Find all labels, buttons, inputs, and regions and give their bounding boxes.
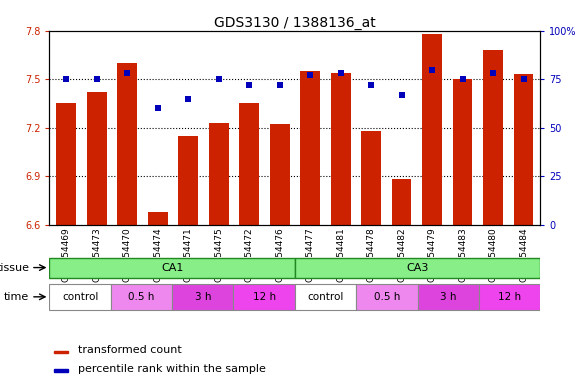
Bar [453, 79, 472, 225]
Text: CA3: CA3 [406, 263, 429, 273]
Text: 0.5 h: 0.5 h [374, 292, 400, 302]
Point [306, 72, 315, 78]
Text: 12 h: 12 h [253, 292, 276, 302]
Bar [117, 63, 137, 225]
FancyBboxPatch shape [234, 285, 295, 310]
Bar [54, 351, 68, 353]
Bar [54, 369, 68, 372]
Bar [209, 123, 228, 225]
Bar [514, 74, 533, 225]
Bar [422, 34, 442, 225]
Text: control: control [62, 292, 98, 302]
Title: GDS3130 / 1388136_at: GDS3130 / 1388136_at [214, 16, 376, 30]
Bar [56, 103, 76, 225]
Bar [331, 73, 350, 225]
FancyBboxPatch shape [479, 285, 540, 310]
Text: 3 h: 3 h [440, 292, 457, 302]
Point [245, 82, 254, 88]
Point [458, 76, 467, 82]
Text: 0.5 h: 0.5 h [128, 292, 155, 302]
FancyBboxPatch shape [295, 258, 540, 278]
Text: percentile rank within the sample: percentile rank within the sample [78, 364, 266, 374]
Point [123, 70, 132, 76]
FancyBboxPatch shape [49, 285, 111, 310]
Point [62, 76, 71, 82]
Bar [87, 92, 106, 225]
Point [92, 76, 101, 82]
Text: transformed count: transformed count [78, 345, 182, 355]
Point [275, 82, 284, 88]
Text: time: time [4, 292, 30, 302]
FancyBboxPatch shape [49, 258, 295, 278]
Text: control: control [307, 292, 344, 302]
Bar [483, 50, 503, 225]
Text: tissue: tissue [0, 263, 30, 273]
Point [336, 70, 345, 76]
Text: 12 h: 12 h [498, 292, 521, 302]
Bar [300, 71, 320, 225]
Point [397, 92, 406, 98]
Point [428, 66, 437, 73]
FancyBboxPatch shape [295, 285, 356, 310]
Bar [148, 212, 167, 225]
FancyBboxPatch shape [111, 285, 172, 310]
Bar [239, 103, 259, 225]
Point [184, 96, 193, 102]
Bar [361, 131, 381, 225]
Point [489, 70, 498, 76]
Point [214, 76, 223, 82]
Text: 3 h: 3 h [195, 292, 211, 302]
FancyBboxPatch shape [356, 285, 418, 310]
Point [153, 105, 162, 111]
Text: CA1: CA1 [161, 263, 184, 273]
Point [367, 82, 376, 88]
Point [519, 76, 528, 82]
Bar [270, 124, 289, 225]
FancyBboxPatch shape [172, 285, 234, 310]
Bar [178, 136, 198, 225]
FancyBboxPatch shape [418, 285, 479, 310]
Bar [392, 179, 411, 225]
